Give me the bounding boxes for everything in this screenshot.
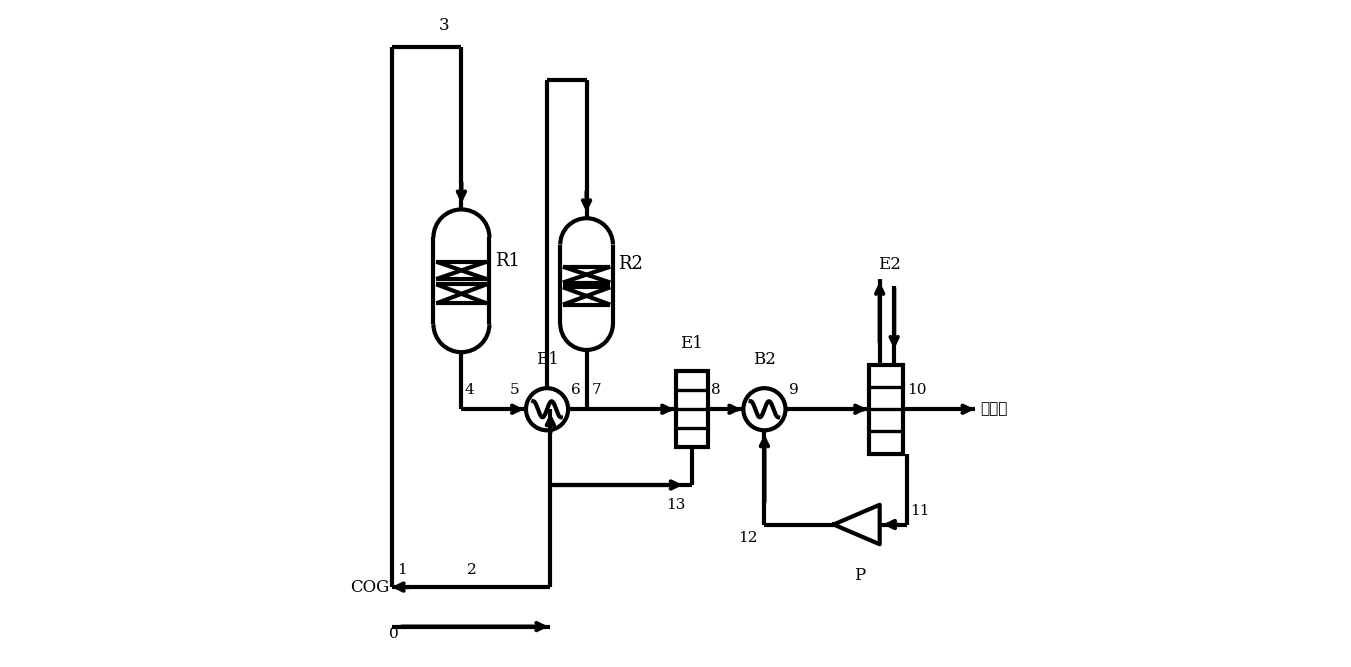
Text: 6: 6 [571,384,581,398]
Text: 3: 3 [438,17,449,34]
Text: 0: 0 [389,626,399,640]
Text: P: P [854,568,866,584]
Text: 产品气: 产品气 [979,402,1008,416]
Text: E1: E1 [681,335,704,352]
Text: 11: 11 [911,504,929,518]
Text: 9: 9 [789,384,798,398]
Bar [676,372,708,447]
Text: 10: 10 [907,384,927,398]
Text: R2: R2 [619,255,643,273]
Bar [869,365,904,454]
Text: 5: 5 [509,384,519,398]
Text: COG: COG [350,578,389,596]
Text: 12: 12 [739,531,758,545]
Text: 4: 4 [465,384,474,398]
Text: E2: E2 [878,255,901,273]
Text: B1: B1 [535,352,558,368]
Text: 2: 2 [466,563,476,577]
Text: R1: R1 [494,252,520,270]
Text: 1: 1 [397,563,407,577]
Text: B2: B2 [753,352,775,368]
Text: 13: 13 [666,498,685,512]
Text: 7: 7 [592,384,601,398]
Text: 8: 8 [711,384,720,398]
